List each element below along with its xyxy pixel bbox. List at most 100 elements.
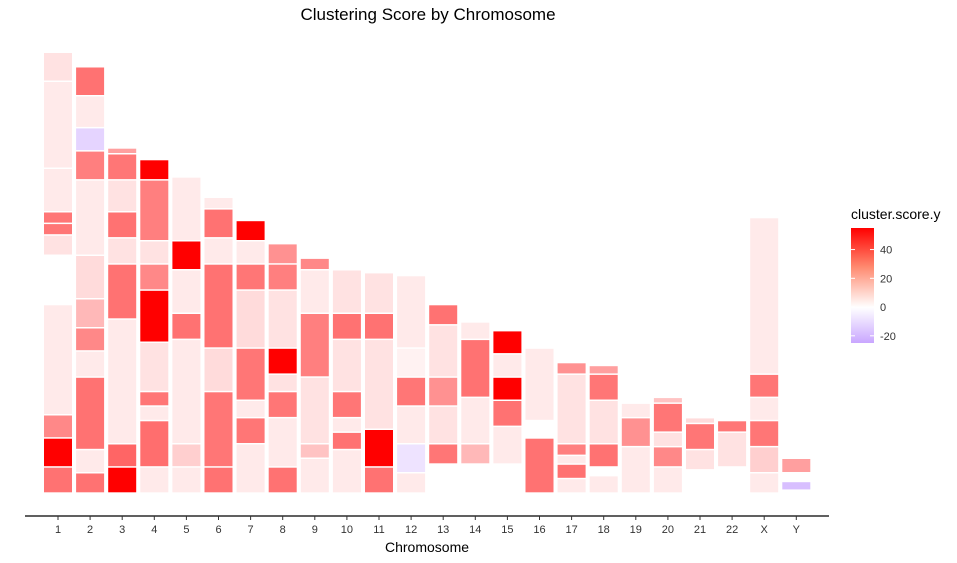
segment-chr12-92	[397, 406, 426, 443]
segment-chr10-82	[332, 432, 361, 449]
segment-chr3-28	[108, 319, 137, 443]
segment-chr2-12	[76, 128, 105, 151]
segment-chr1-6	[44, 305, 72, 414]
segment-chr22-134	[718, 432, 747, 467]
segment-chrX-140	[750, 473, 779, 493]
segment-chr20-125	[653, 398, 682, 403]
segment-chr2-11	[76, 96, 105, 127]
segment-chr1-3	[44, 212, 72, 223]
segment-chr7-58	[236, 290, 265, 348]
segment-chr10-78	[332, 314, 361, 339]
segment-chr15-108	[493, 427, 522, 464]
segment-chr18-118	[589, 374, 618, 400]
segment-chr17-114	[557, 456, 586, 464]
segment-chr20-128	[653, 447, 682, 467]
segment-chr20-126	[653, 403, 682, 432]
x-tick-label-2: 2	[87, 524, 93, 536]
segment-chr8-65	[268, 290, 297, 348]
segment-chr20-129	[653, 467, 682, 493]
x-tick-label-Y: Y	[793, 524, 801, 536]
segment-chr17-113	[557, 444, 586, 455]
segment-chr5-46	[172, 444, 201, 467]
segment-chr2-14	[76, 180, 105, 255]
segment-chr12-89	[397, 276, 426, 348]
segment-chr5-47	[172, 467, 201, 493]
plot-area	[44, 53, 811, 493]
segment-chr17-116	[557, 479, 586, 493]
segment-chr20-127	[653, 432, 682, 446]
segment-chr8-69	[268, 418, 297, 467]
legend-tick-label: 20	[880, 273, 892, 285]
segment-chr18-117	[589, 366, 618, 374]
segment-chr15-105	[493, 354, 522, 377]
segment-chr13-95	[429, 305, 458, 325]
segment-chr5-44	[172, 314, 201, 339]
segment-chr8-67	[268, 374, 297, 391]
x-tick-label-16: 16	[533, 524, 545, 536]
legend-tick-label: -20	[880, 331, 896, 343]
segment-chr18-120	[589, 444, 618, 467]
x-tick-label-20: 20	[662, 524, 674, 536]
segment-chr15-106	[493, 377, 522, 400]
segment-chr14-103	[461, 444, 490, 464]
segment-chr3-30	[108, 467, 137, 493]
segment-chr2-10	[76, 67, 105, 95]
segment-chr3-27	[108, 264, 137, 319]
segment-chr4-31	[140, 160, 169, 180]
segment-chr6-49	[204, 209, 233, 238]
segment-chr17-111	[557, 363, 586, 374]
x-axis-ticks: 1 2 3 4 5 6 7 8 9 10 11 12 13 14 15 16 17 18 19 20 21 22 X Y	[55, 516, 801, 536]
segment-chr1-8	[44, 438, 72, 467]
segment-chr14-101	[461, 340, 490, 397]
x-tick-label-3: 3	[119, 524, 125, 536]
segment-chr9-75	[300, 444, 329, 458]
x-tick-label-5: 5	[183, 524, 189, 536]
segment-chr5-43	[172, 270, 201, 313]
segment-chr13-97	[429, 377, 458, 406]
segment-chr14-102	[461, 398, 490, 443]
legend-colorbar	[851, 228, 874, 343]
segment-chr1-5	[44, 235, 72, 255]
segment-chr13-99	[429, 444, 458, 464]
x-tick-label-13: 13	[437, 524, 449, 536]
segment-chr12-94	[397, 473, 426, 493]
x-tick-label-12: 12	[405, 524, 417, 536]
segment-chrX-137	[750, 398, 779, 420]
segment-chr19-123	[621, 418, 650, 446]
segment-chr9-73	[300, 314, 329, 377]
segment-chr4-34	[140, 264, 169, 290]
segment-chr9-76	[300, 459, 329, 493]
legend-title: cluster.score.y	[851, 206, 940, 222]
segment-chr12-90	[397, 348, 426, 377]
segment-chr8-63	[268, 244, 297, 264]
segment-chr1-4	[44, 224, 72, 235]
x-tick-label-8: 8	[280, 524, 286, 536]
segment-chr22-133	[718, 421, 747, 432]
segment-chr17-115	[557, 464, 586, 478]
segment-chrY-141	[782, 459, 811, 472]
segment-chr2-16	[76, 299, 105, 327]
segment-chr6-48	[204, 198, 233, 209]
x-axis-label: Chromosome	[385, 539, 469, 555]
segment-chr8-68	[268, 392, 297, 417]
x-tick-label-18: 18	[598, 524, 610, 536]
segment-chr10-77	[332, 270, 361, 313]
segment-chrY-142	[782, 482, 811, 490]
segment-chr1-1	[44, 82, 72, 168]
x-tick-label-4: 4	[151, 524, 157, 536]
segment-chr7-61	[236, 418, 265, 443]
segment-chr8-66	[268, 348, 297, 374]
segment-chr21-130	[686, 418, 714, 423]
segment-chr21-131	[686, 424, 714, 449]
x-tick-label-11: 11	[373, 524, 384, 536]
x-tick-label-6: 6	[215, 524, 221, 536]
segment-chr19-124	[621, 447, 650, 493]
x-tick-label-9: 9	[312, 524, 318, 536]
segment-chr2-20	[76, 450, 105, 472]
segment-chr7-59	[236, 348, 265, 400]
segment-chr3-24	[108, 180, 137, 211]
segment-chr4-36	[140, 343, 169, 391]
segment-chr7-56	[236, 241, 265, 264]
x-tick-label-17: 17	[565, 524, 577, 536]
